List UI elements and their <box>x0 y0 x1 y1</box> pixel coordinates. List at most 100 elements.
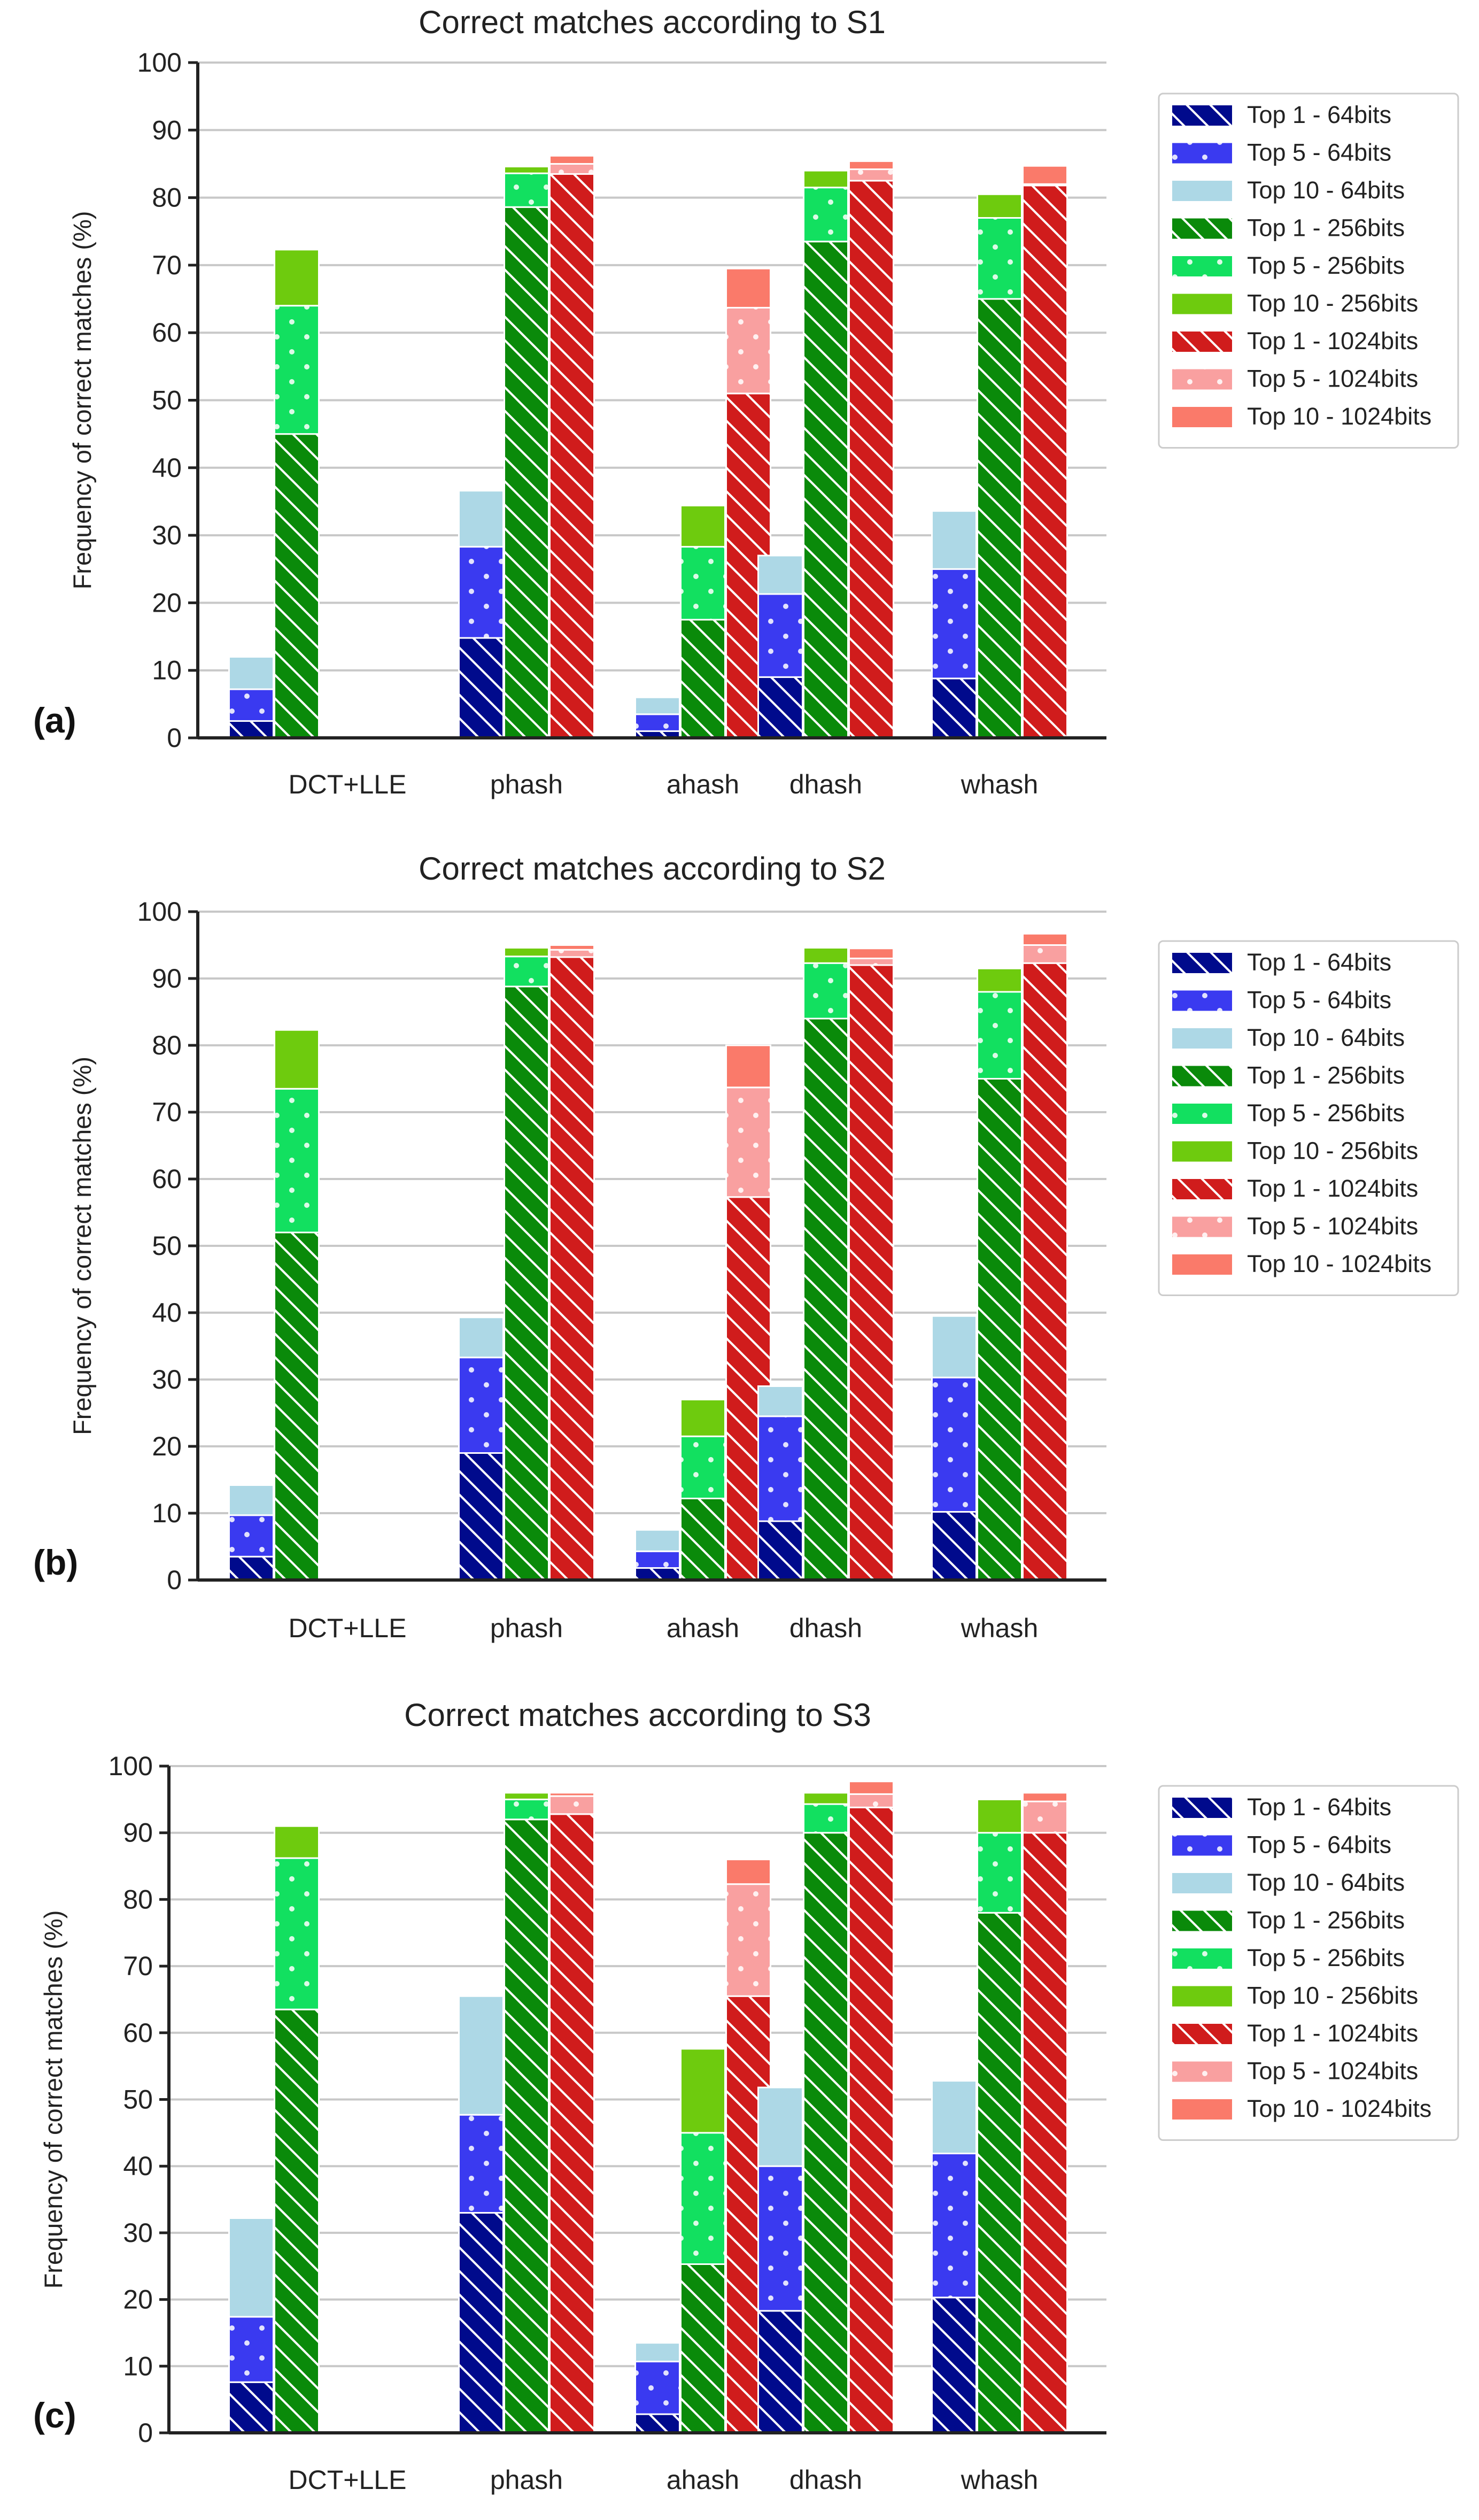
legend-label: Top 1 - 256bits <box>1247 1907 1405 1934</box>
y-tick-label: 50 <box>152 386 182 415</box>
x-tick-label: phash <box>490 769 563 799</box>
x-tick-label: whash <box>961 769 1039 799</box>
bar-dct-lle-256bits-top1-pattern <box>274 2009 319 2433</box>
bar-whash-256bits-top5-pattern <box>977 1832 1022 1913</box>
legend-label: Top 1 - 64bits <box>1247 1793 1391 1821</box>
y-tick-label: 0 <box>167 723 182 753</box>
bar-whash-64bits-top10 <box>931 2080 977 2155</box>
bar-phash-64bits-top1-pattern <box>459 1453 504 1580</box>
bar-whash-64bits-top1-pattern <box>932 678 977 738</box>
bar-phash-256bits-top1-pattern <box>504 987 549 1580</box>
bar-whash-256bits-top10 <box>977 1798 1023 1834</box>
legend-swatch-pattern <box>1172 1948 1232 1969</box>
chart-panel-3: Correct matches according to S3 0 10 20 30 40… <box>33 1697 1459 2495</box>
bar-dhash-1024bits-top1-pattern <box>849 181 894 738</box>
y-axis-label: Frequency of correct matches (%) <box>68 211 96 590</box>
bar-ahash-256bits-top5-pattern <box>680 546 725 620</box>
bar-phash-256bits-top5-pattern <box>504 1799 549 1820</box>
legend-label: Top 1 - 1024bits <box>1247 327 1418 355</box>
bar-phash-1024bits-top1-pattern <box>549 1814 594 2433</box>
bar-phash-256bits-top1-pattern <box>504 207 549 738</box>
y-tick-label: 70 <box>152 1097 182 1127</box>
legend-swatch-pattern <box>1172 953 1232 973</box>
bar-dct-lle-64bits-top10 <box>228 1484 274 1516</box>
bar-dhash-64bits-top5-pattern <box>758 1416 803 1521</box>
bar-phash-1024bits-top10 <box>549 1792 595 1797</box>
bar-whash-1024bits-top1-pattern <box>1023 1832 1067 2433</box>
bar-dhash-1024bits-top10 <box>848 947 894 959</box>
bar-dhash-256bits-top5-pattern <box>803 187 848 242</box>
y-tick-label: 60 <box>152 318 182 348</box>
bar-whash-256bits-top5-pattern <box>977 218 1022 299</box>
bar-whash-1024bits-top5-pattern <box>1023 1801 1067 1833</box>
bar-ahash-256bits-top10 <box>680 2048 726 2134</box>
bar-phash-64bits-top10 <box>458 490 504 548</box>
bar-dhash-256bits-top5-pattern <box>803 1804 848 1833</box>
bar-whash-256bits-top1-pattern <box>977 1913 1022 2433</box>
legend-swatch-pattern <box>1172 256 1232 276</box>
bar-dct-lle-256bits-top10 <box>274 1825 320 1859</box>
y-axis-label: Frequency of correct matches (%) <box>39 1910 67 2289</box>
bar-whash-1024bits-top5-pattern <box>1023 945 1067 964</box>
bar-dhash-1024bits-top1-pattern <box>849 1807 894 2433</box>
y-tick-label: 80 <box>152 1030 182 1060</box>
bar-ahash-1024bits-top10 <box>725 267 771 309</box>
legend-swatch-pattern <box>1172 1216 1232 1237</box>
bar-dct-lle-256bits-top5-pattern <box>274 1858 319 2010</box>
bar-phash-1024bits-top5-pattern <box>549 1796 594 1814</box>
bar-whash-64bits-top1-pattern <box>932 2297 977 2433</box>
bar-phash-1024bits-top10 <box>549 944 595 951</box>
bar-dhash-256bits-top10 <box>803 947 849 964</box>
legend-label: Top 1 - 256bits <box>1247 214 1405 242</box>
bar-dhash-64bits-top1-pattern <box>758 677 803 738</box>
bar-ahash-1024bits-top5-pattern <box>726 1884 771 1997</box>
y-tick-label: 90 <box>152 115 182 145</box>
bar-dhash-256bits-top10 <box>803 1792 849 1805</box>
bar-dhash-1024bits-top5-pattern <box>849 169 894 181</box>
bar-dhash-64bits-top5-pattern <box>758 2166 803 2311</box>
bar-whash-1024bits-top1-pattern <box>1023 963 1067 1580</box>
legend-label: Top 10 - 1024bits <box>1247 1250 1431 1277</box>
bar-dhash-64bits-top10 <box>757 1385 803 1417</box>
y-tick-label: 30 <box>152 1365 182 1394</box>
legend-label: Top 5 - 64bits <box>1247 1831 1391 1859</box>
legend-label: Top 5 - 1024bits <box>1247 1213 1418 1240</box>
legend-swatch <box>1172 1141 1232 1162</box>
legend-label: Top 10 - 64bits <box>1247 176 1405 204</box>
bar-phash-256bits-top10 <box>504 1792 549 1800</box>
x-tick-label: whash <box>961 2465 1039 2495</box>
bar-ahash-64bits-top5-pattern <box>635 714 680 731</box>
bar-ahash-256bits-top5-pattern <box>680 1436 725 1499</box>
legend-label: Top 1 - 1024bits <box>1247 2020 1418 2047</box>
x-tick-label: dhash <box>789 1613 862 1643</box>
bar-ahash-64bits-top10 <box>634 2342 680 2363</box>
bar-phash-1024bits-top1-pattern <box>549 174 594 738</box>
bar-phash-64bits-top10 <box>458 1316 504 1359</box>
x-tick-label: ahash <box>667 2465 739 2495</box>
bar-phash-256bits-top5-pattern <box>504 956 549 987</box>
bar-phash-256bits-top1-pattern <box>504 1819 549 2433</box>
bar-dhash-256bits-top1-pattern <box>803 241 848 738</box>
y-tick-label: 100 <box>137 48 182 78</box>
legend-label: Top 5 - 256bits <box>1247 252 1405 279</box>
bar-dct-lle-64bits-top1-pattern <box>229 2382 274 2433</box>
x-tick-label: phash <box>490 2465 563 2495</box>
legend-box <box>1158 1785 1459 2141</box>
y-tick-label: 90 <box>123 1818 153 1848</box>
bar-dhash-64bits-top1-pattern <box>758 1521 803 1580</box>
bar-whash-64bits-top5-pattern <box>932 569 977 679</box>
legend-swatch-pattern <box>1172 332 1232 352</box>
legend-swatch-pattern <box>1172 369 1232 390</box>
bar-ahash-256bits-top1-pattern <box>680 619 725 738</box>
y-tick-label: 20 <box>152 1431 182 1461</box>
x-tick-label: ahash <box>667 769 739 799</box>
bar-whash-256bits-top1-pattern <box>977 1078 1022 1580</box>
y-tick-label: 10 <box>152 656 182 685</box>
x-tick-label: whash <box>961 1613 1039 1643</box>
bar-phash-256bits-top10 <box>504 166 549 174</box>
legend-swatch-pattern <box>1172 1179 1232 1199</box>
chart-panel-2: Correct matches according to S2 0 10 20 30 40… <box>33 851 1459 1643</box>
bar-phash-64bits-top1-pattern <box>459 638 504 738</box>
bar-dhash-64bits-top10 <box>757 2086 803 2167</box>
